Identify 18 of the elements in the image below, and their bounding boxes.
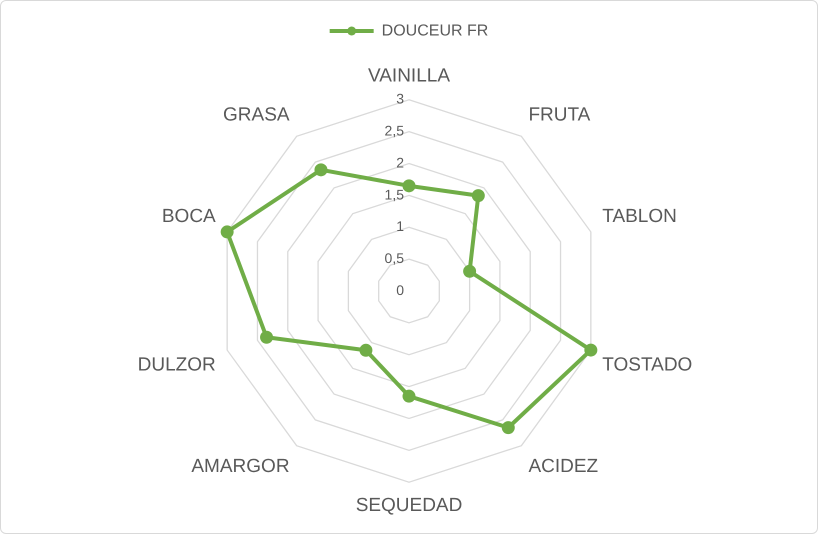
spoke-label: AMARGOR xyxy=(191,456,290,478)
y-tick-label: 0 xyxy=(396,282,404,298)
spoke-label: ACIDEZ xyxy=(528,456,599,478)
spoke-label: SEQUEDAD xyxy=(356,494,462,516)
spoke-label: BOCA xyxy=(162,206,216,228)
spoke-label: TABLON xyxy=(602,206,677,228)
spoke-label: VAINILLA xyxy=(368,66,450,87)
legend-label: DOUCEUR FR xyxy=(382,22,488,40)
spoke-label: GRASA xyxy=(223,104,290,126)
spoke-label: FRUTA xyxy=(528,104,591,126)
y-tick-label: 0,5 xyxy=(384,250,404,266)
spoke-label: TOSTADO xyxy=(602,354,692,376)
y-tick-label: 1 xyxy=(396,218,404,234)
y-tick-label: 1,5 xyxy=(384,186,404,202)
y-tick-label: 3 xyxy=(396,90,404,107)
spoke-label: DULZOR xyxy=(138,354,216,376)
y-tick-label: 2 xyxy=(396,154,404,170)
y-tick-label: 2,5 xyxy=(384,122,404,139)
